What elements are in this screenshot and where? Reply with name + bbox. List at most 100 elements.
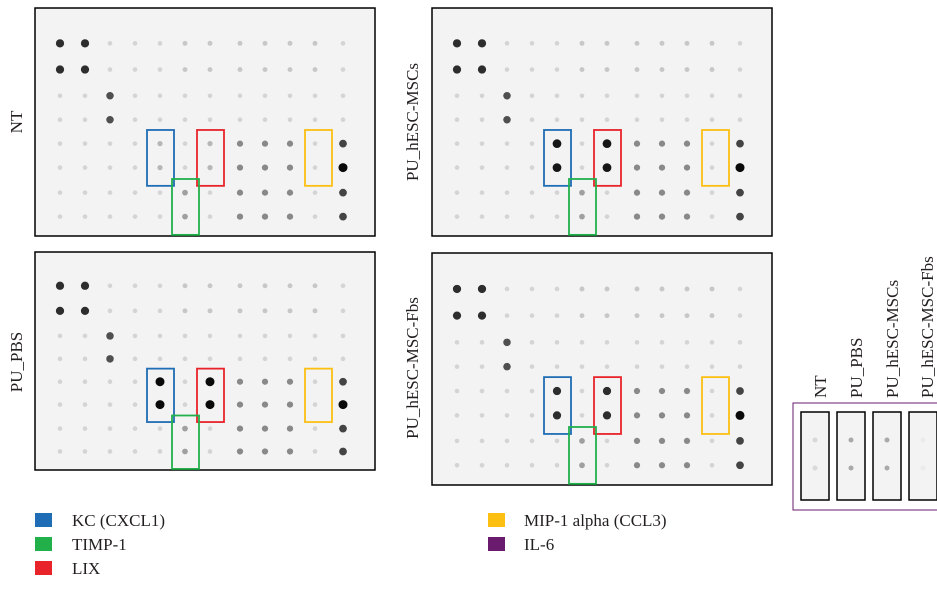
inset-label: PU_hESC-MSC-Fbs xyxy=(918,256,937,398)
spot xyxy=(579,214,585,220)
spot xyxy=(158,67,163,72)
spot xyxy=(505,313,510,318)
spot xyxy=(208,93,213,98)
spot xyxy=(83,141,88,146)
spot xyxy=(183,379,188,384)
spot xyxy=(313,165,318,170)
spot xyxy=(710,67,715,72)
spot xyxy=(313,190,318,195)
spot xyxy=(157,165,162,170)
spot xyxy=(83,357,88,362)
spot xyxy=(183,357,188,362)
spot xyxy=(605,313,610,318)
spot xyxy=(603,387,611,395)
spot xyxy=(505,413,510,418)
spot xyxy=(710,439,715,444)
spot xyxy=(108,426,113,431)
spot xyxy=(341,283,346,288)
spot xyxy=(555,287,560,292)
spot xyxy=(660,340,665,345)
spot xyxy=(660,93,665,98)
spot xyxy=(287,379,293,385)
spot xyxy=(133,449,138,454)
spot xyxy=(685,93,690,98)
spot xyxy=(660,117,665,122)
spot xyxy=(480,439,485,444)
spot xyxy=(685,287,690,292)
figure: NT PU_hESC-MSCs PU_PBS PU_hESC-MSC-Fbs N… xyxy=(0,0,937,590)
spot xyxy=(659,190,665,196)
spot xyxy=(530,67,535,72)
spot xyxy=(108,67,113,72)
spot xyxy=(555,190,560,195)
spot xyxy=(133,334,138,339)
spot xyxy=(238,334,243,339)
legend-swatch xyxy=(35,513,52,527)
spot xyxy=(237,141,243,147)
spot xyxy=(455,214,460,219)
spot xyxy=(263,334,268,339)
spot xyxy=(660,364,665,369)
spot xyxy=(736,189,744,197)
spot xyxy=(659,438,665,444)
spot xyxy=(478,312,486,320)
spot xyxy=(580,117,585,122)
spot xyxy=(921,466,926,471)
spot xyxy=(58,402,63,407)
spot xyxy=(710,93,715,98)
spot xyxy=(183,41,188,46)
spot xyxy=(313,67,318,72)
spot xyxy=(183,283,188,288)
spot xyxy=(505,141,510,146)
spot xyxy=(605,190,610,195)
spot xyxy=(580,93,585,98)
inset-label: PU_hESC-MSCs xyxy=(883,280,902,398)
spot xyxy=(182,449,188,455)
spot xyxy=(480,413,485,418)
spot xyxy=(339,140,347,148)
legend-swatch xyxy=(488,537,505,551)
spot xyxy=(684,462,690,468)
spot xyxy=(660,41,665,46)
spot xyxy=(238,93,243,98)
spot xyxy=(555,340,560,345)
spot xyxy=(710,41,715,46)
spot xyxy=(313,214,318,219)
spot xyxy=(505,439,510,444)
spot xyxy=(133,117,138,122)
spot xyxy=(685,340,690,345)
spot xyxy=(634,141,640,147)
spot xyxy=(262,190,268,196)
spot xyxy=(710,413,715,418)
spot xyxy=(133,379,138,384)
spot xyxy=(133,141,138,146)
spot xyxy=(83,449,88,454)
spot xyxy=(684,164,690,170)
spot xyxy=(156,377,165,386)
spot xyxy=(108,283,113,288)
spot xyxy=(455,413,460,418)
spot xyxy=(530,214,535,219)
spot xyxy=(238,67,243,72)
spot xyxy=(158,449,163,454)
spot xyxy=(208,214,213,219)
spot xyxy=(480,214,485,219)
spot xyxy=(505,214,510,219)
spot xyxy=(530,364,535,369)
spot xyxy=(530,463,535,468)
spot xyxy=(736,411,745,420)
spot xyxy=(455,364,460,369)
spot xyxy=(738,364,743,369)
spot xyxy=(553,411,561,419)
spot xyxy=(237,213,243,219)
spot xyxy=(553,387,561,395)
spot xyxy=(339,425,347,433)
spot xyxy=(480,340,485,345)
spot xyxy=(579,438,585,444)
spot xyxy=(339,189,347,197)
spot xyxy=(634,388,640,394)
spot xyxy=(262,164,268,170)
spot xyxy=(58,165,63,170)
spot xyxy=(58,141,63,146)
spot xyxy=(503,92,511,100)
